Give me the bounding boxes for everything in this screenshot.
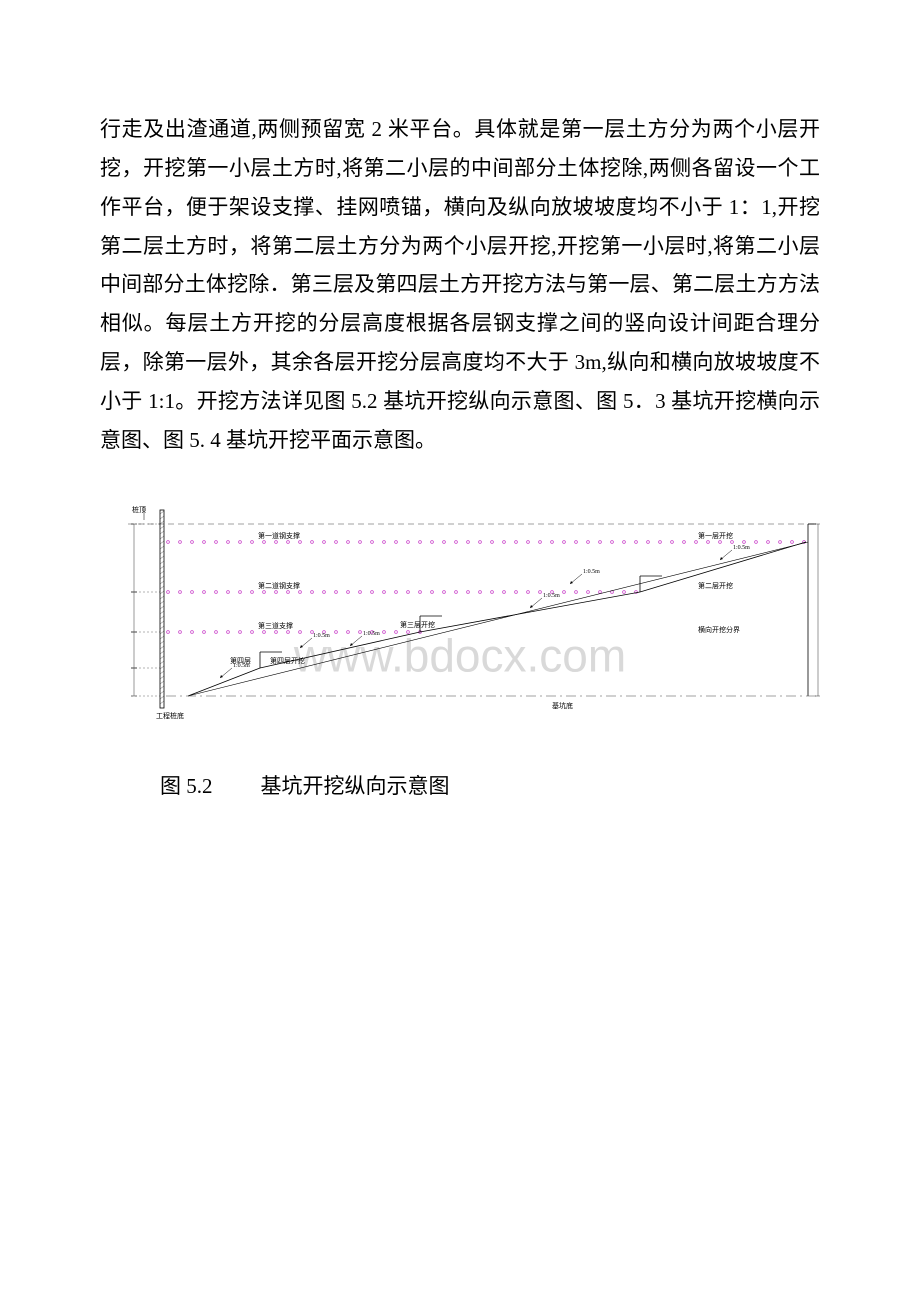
- svg-text:第一层开挖: 第一层开挖: [698, 531, 733, 540]
- body-paragraph: 行走及出渣通道,两侧预留宽 2 米平台。具体就是第一层土方分为两个小层开挖，开挖…: [100, 110, 820, 460]
- figure-caption: 图 5.2 基坑开挖纵向示意图: [160, 770, 820, 800]
- svg-text:第三道支撑: 第三道支撑: [258, 621, 293, 630]
- svg-text:第四层开挖: 第四层开挖: [270, 656, 305, 665]
- svg-text:www.bdocx.com: www.bdocx.com: [293, 629, 626, 681]
- svg-text:1:0.5m: 1:0.5m: [733, 545, 750, 551]
- svg-text:1:0.5m: 1:0.5m: [583, 569, 600, 575]
- svg-text:1:0.5m: 1:0.5m: [363, 631, 380, 637]
- excavation-section-diagram: www.bdocx.com桩顶工程桩底第一道钢支撑第二道钢支撑第三道支撑第一层开…: [100, 500, 820, 720]
- svg-text:第二道钢支撑: 第二道钢支撑: [258, 581, 300, 590]
- svg-text:第四层: 第四层: [230, 656, 251, 665]
- svg-text:工程桩底: 工程桩底: [156, 711, 184, 720]
- svg-text:第二层开挖: 第二层开挖: [698, 581, 733, 590]
- svg-text:基坑底: 基坑底: [552, 701, 573, 710]
- figure-5-2: www.bdocx.com桩顶工程桩底第一道钢支撑第二道钢支撑第三道支撑第一层开…: [100, 500, 820, 720]
- svg-text:1:0.5m: 1:0.5m: [313, 633, 330, 639]
- svg-text:横向开挖分界: 横向开挖分界: [698, 625, 740, 634]
- svg-text:第三层开挖: 第三层开挖: [400, 620, 435, 629]
- figure-number: 图 5.2: [160, 774, 213, 798]
- svg-text:1:0.5m: 1:0.5m: [543, 593, 560, 599]
- svg-text:第一道钢支撑: 第一道钢支撑: [258, 531, 300, 540]
- figure-title: 基坑开挖纵向示意图: [261, 774, 450, 798]
